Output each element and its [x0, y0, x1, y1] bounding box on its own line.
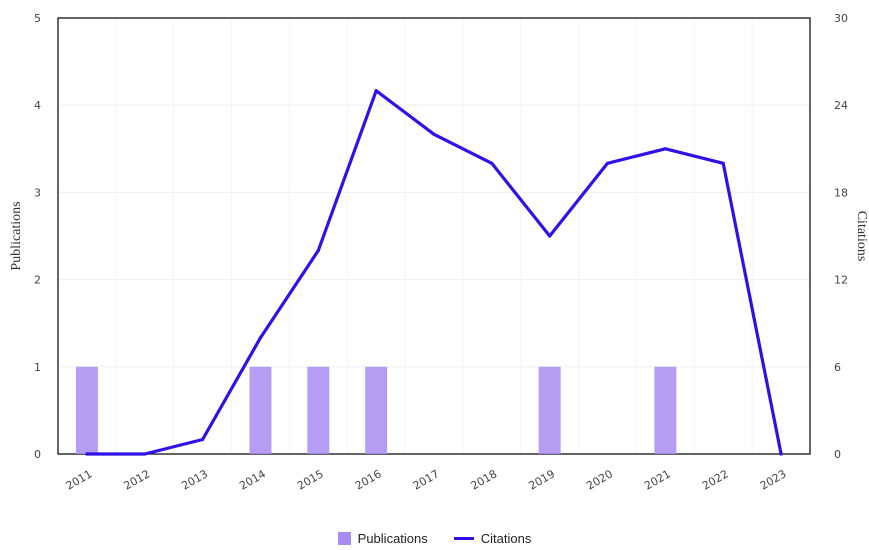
x-tick-label: 2015	[295, 467, 326, 492]
publications-bars	[75, 366, 677, 454]
x-tick-label: 2014	[237, 467, 268, 492]
citations-point-2017	[432, 132, 436, 136]
publications-swatch	[337, 531, 351, 545]
right-tick-label: 12	[834, 274, 848, 287]
legend: Publications Citations	[0, 528, 869, 548]
citations-point-2015	[316, 248, 320, 253]
legend-label-publications: Publications	[357, 530, 428, 546]
x-tick-label: 2021	[642, 467, 673, 492]
x-tick-label: 2016	[353, 467, 384, 492]
citations-swatch	[453, 536, 474, 540]
right-axis-ticks: 0 6 12 18 24 30	[834, 12, 848, 461]
x-tick-label: 2018	[469, 467, 500, 492]
right-tick-label: 30	[834, 12, 848, 25]
legend-label-citations: Citations	[480, 530, 532, 546]
left-axis-title: Publications	[9, 201, 24, 270]
x-tick-label: 2023	[758, 467, 789, 492]
legend-item-citations[interactable]: Citations	[453, 530, 532, 546]
right-axis-title: Citations	[854, 211, 869, 262]
left-axis-ticks: 0 1 2 3 4 5	[34, 12, 41, 461]
citations-point-2011	[85, 452, 89, 456]
citations-line-group	[85, 89, 783, 456]
citations-point-2018	[490, 161, 494, 165]
bar-2014	[249, 366, 272, 454]
right-tick-label: 18	[834, 186, 848, 199]
grid	[58, 18, 810, 454]
right-tick-label: 24	[834, 99, 848, 112]
citations-point-2016	[374, 89, 378, 93]
left-tick-label: 1	[34, 361, 41, 374]
bar-2021	[654, 366, 677, 454]
citations-point-2014	[258, 336, 263, 340]
right-tick-label: 0	[834, 448, 841, 461]
citations-point-2013	[201, 437, 205, 442]
citations-point-2020	[605, 161, 610, 165]
left-tick-label: 3	[34, 186, 41, 199]
x-tick-label: 2022	[700, 467, 731, 492]
left-tick-label: 2	[34, 274, 41, 287]
citations-point-2012	[143, 452, 147, 456]
left-tick-label: 0	[34, 448, 41, 461]
citations-point-2022	[721, 161, 725, 165]
x-tick-label: 2017	[411, 467, 442, 492]
plot-frame	[57, 17, 811, 455]
left-tick-label: 5	[34, 12, 41, 25]
x-tick-label: 2012	[122, 467, 153, 492]
bar-2015	[307, 366, 330, 454]
x-tick-label: 2019	[526, 467, 557, 492]
x-tick-label: 2013	[179, 467, 210, 492]
bar-2016	[365, 366, 388, 454]
legend-item-publications[interactable]: Publications	[337, 530, 428, 546]
right-tick-label: 6	[834, 361, 841, 374]
citations-point-2019	[548, 234, 552, 238]
bar-2011	[75, 366, 98, 454]
left-tick-label: 4	[34, 99, 41, 112]
x-tick-label: 2011	[64, 467, 95, 492]
bar-2019	[538, 366, 561, 454]
x-axis-ticks: 2011 2012 2013 2014 2015 2016 2017 2018 2019 2020…	[64, 467, 789, 492]
citations-point-2021	[663, 147, 667, 151]
x-tick-label: 2020	[584, 467, 615, 492]
citations-point-2023	[779, 452, 783, 456]
citations-line	[85, 89, 783, 456]
